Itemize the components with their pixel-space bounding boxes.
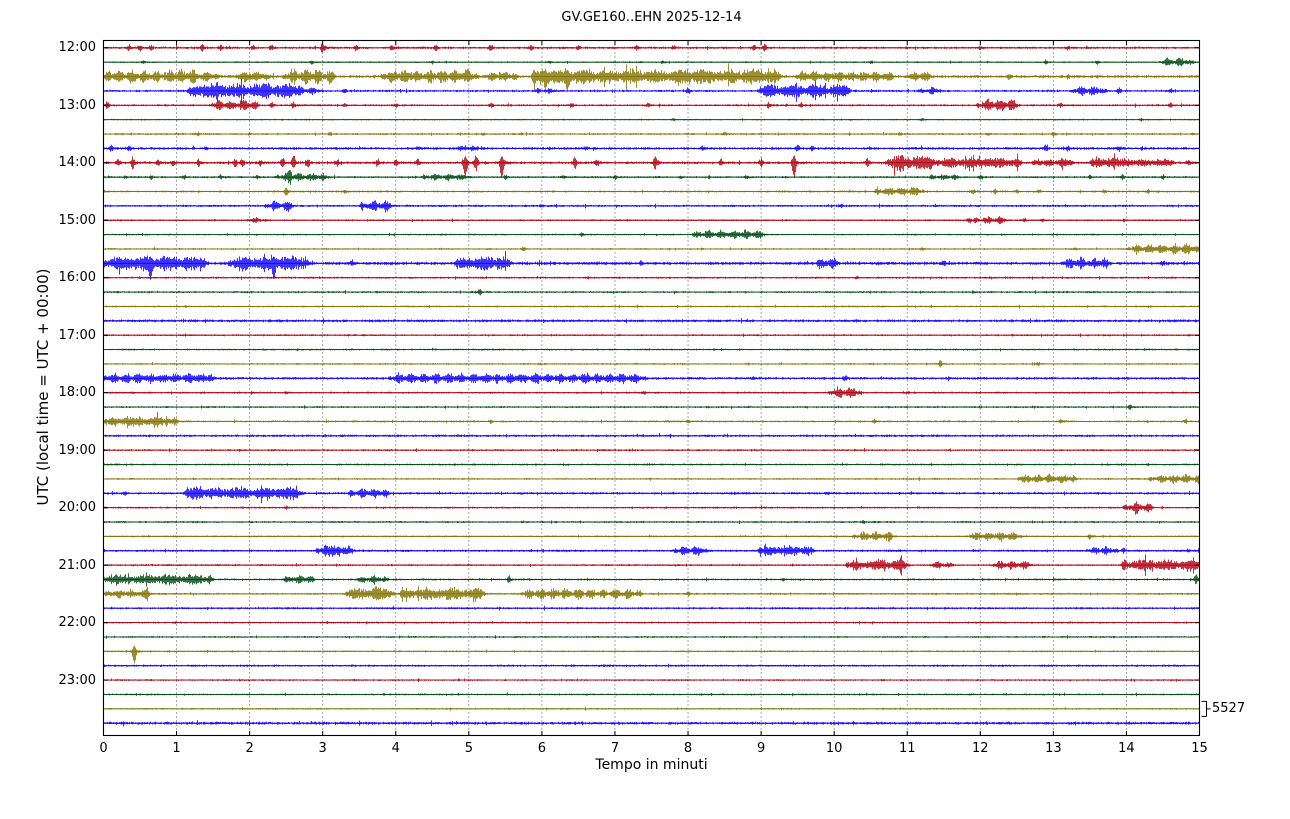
x-tick-label: 0 (99, 741, 108, 756)
y-tick-label: 19:00 (58, 442, 96, 458)
y-tick-label: 17:00 (58, 327, 96, 343)
x-tick-label: 1 (172, 741, 181, 756)
chart-title: GV.GE160..EHN 2025-12-14 (561, 10, 742, 25)
y-tick-label: 20:00 (58, 500, 96, 516)
x-tick-label: 2 (245, 741, 254, 756)
x-axis-label: Tempo in minuti (595, 757, 708, 773)
x-tick-label: 8 (683, 741, 693, 756)
x-tick-label: 14 (1118, 741, 1135, 756)
y-tick-label: 15:00 (58, 212, 96, 228)
x-tick-label: 3 (318, 741, 327, 756)
y-tick-label: 21:00 (58, 557, 96, 573)
y-tick-label: 22:00 (58, 615, 96, 631)
x-tick-label: 5 (464, 741, 473, 756)
y-tick-label: 12:00 (58, 40, 96, 56)
y-tick-label: 18:00 (58, 385, 96, 401)
y-tick-label: 14:00 (58, 155, 96, 171)
x-tick-label: 13 (1045, 741, 1062, 756)
x-tick-label: 11 (898, 741, 916, 756)
x-tick-label: 6 (537, 741, 547, 756)
y-tick-label: 23:00 (58, 672, 96, 688)
scale-value-label: 5527 (1212, 701, 1246, 716)
x-tick-label: 4 (391, 741, 400, 756)
x-tick-label: 15 (1191, 741, 1208, 756)
x-tick-label: 12 (972, 741, 989, 756)
x-tick-label: 10 (825, 741, 843, 756)
x-tick-label: 9 (756, 741, 766, 756)
y-tick-label: 16:00 (58, 270, 96, 286)
x-tick-label: 7 (610, 741, 620, 756)
y-tick-label: 13:00 (58, 97, 96, 113)
